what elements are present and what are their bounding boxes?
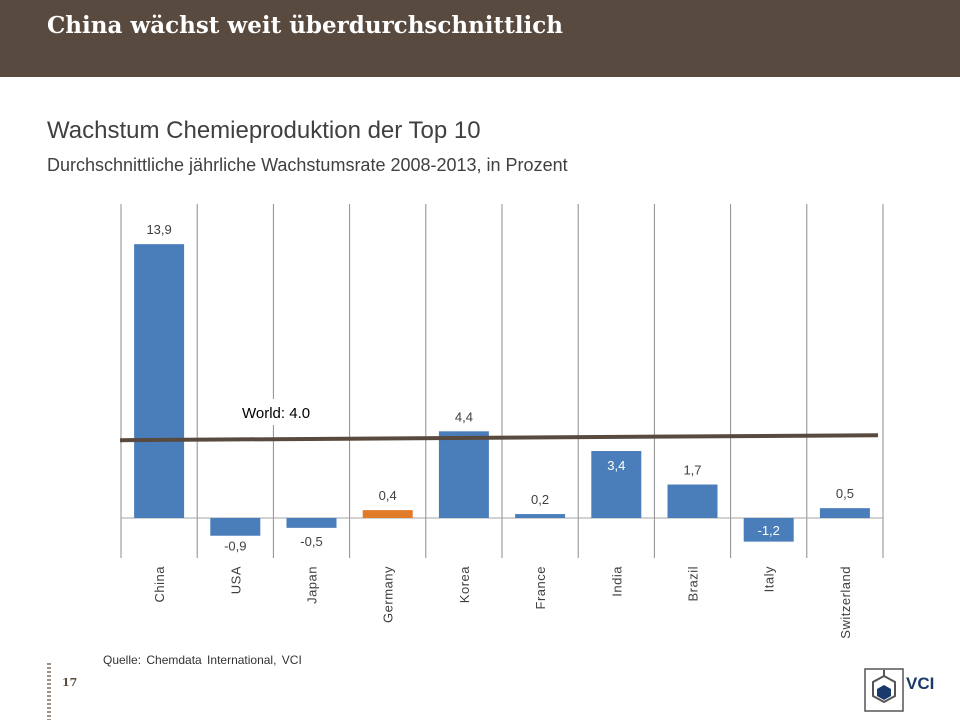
dotted-divider — [47, 663, 51, 720]
category-label: Japan — [305, 566, 320, 604]
source-note: Quelle: Chemdata International, VCI — [103, 653, 302, 667]
vci-logo-text: VCI — [906, 674, 935, 693]
category-label: Korea — [457, 566, 472, 603]
category-label: Brazil — [686, 566, 701, 602]
data-label: -1,2 — [757, 523, 779, 538]
category-label: USA — [228, 566, 243, 594]
data-label: 1,7 — [683, 463, 701, 478]
world-reference-line — [119, 433, 879, 443]
bar-japan — [286, 518, 337, 528]
category-label: China — [152, 566, 167, 603]
data-label: 0,2 — [531, 492, 549, 507]
bar-brazil — [667, 484, 718, 518]
data-label: 0,4 — [379, 488, 397, 503]
category-label: India — [609, 566, 624, 597]
category-label: Germany — [381, 566, 396, 623]
bar-germany — [362, 510, 413, 518]
bar-italy — [743, 518, 794, 542]
data-label: 0,5 — [836, 486, 854, 501]
vci-hexagon-logo-icon — [864, 668, 904, 712]
bar-france — [515, 514, 566, 518]
data-label: 4,4 — [455, 409, 473, 424]
bar-korea — [438, 431, 489, 518]
header-title: China wächst weit überdurchschnittlich — [47, 12, 563, 39]
data-label: 3,4 — [607, 458, 625, 473]
data-label: -0,9 — [224, 539, 246, 554]
reference-line-label: World: 4.0 — [242, 405, 310, 422]
category-label: France — [533, 566, 548, 609]
category-label: Italy — [762, 566, 777, 592]
bar-switzerland — [819, 508, 870, 518]
reference-label-box — [236, 399, 330, 425]
page-subtitle: Durchschnittliche jährliche Wachstumsrat… — [47, 155, 568, 175]
data-label: 13,9 — [146, 222, 171, 237]
bar-china — [134, 244, 185, 519]
bar-india — [591, 451, 642, 518]
data-label: -0,5 — [300, 534, 322, 549]
bar-usa — [210, 518, 261, 536]
page-number: 17 — [62, 676, 78, 689]
page-title: Wachstum Chemieproduktion der Top 10 — [47, 117, 481, 144]
category-label: Switzerland — [838, 566, 853, 639]
header-bar: China wächst weit überdurchschnittlich — [0, 0, 960, 77]
